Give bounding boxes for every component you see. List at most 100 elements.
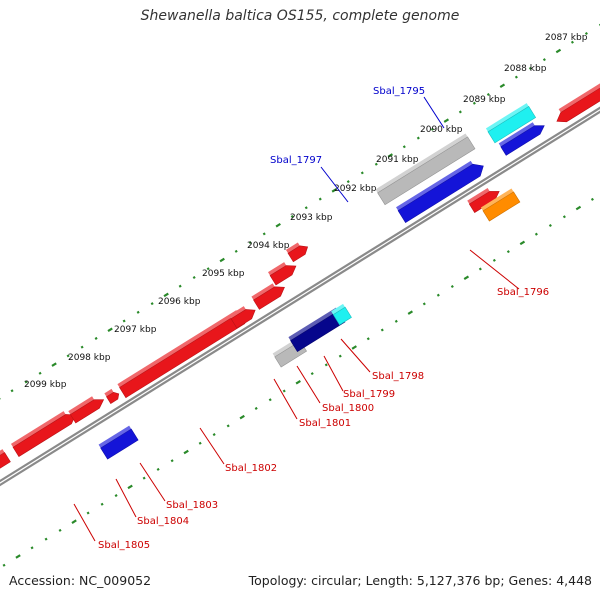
track-dot: [72, 520, 76, 523]
track-dot: [137, 312, 139, 313]
gene-label-text: Sbal_1805: [98, 540, 150, 551]
label-leader-line: [324, 356, 343, 391]
track-dot: [576, 207, 580, 210]
track-dot: [403, 146, 405, 147]
track-dot: [556, 50, 560, 53]
label-leader-line: [341, 339, 370, 372]
gene-label-sbal-1802: Sbal_1802: [200, 428, 277, 474]
track-dot: [361, 172, 363, 173]
track-dot: [184, 451, 188, 454]
gene-red-outer-2: [11, 411, 75, 456]
genome-summary-text: Topology: circular; Length: 5,127,376 bp…: [249, 573, 592, 588]
track-dot: [227, 425, 229, 426]
track-dot: [255, 408, 257, 409]
gene-labels: Sbal_1795 Sbal_1797 Sbal_1796 Sbal_1798 Sbal…: [74, 86, 549, 551]
outer-dot-track: [0, 15, 600, 444]
label-leader-line: [424, 97, 444, 128]
gene-label-text: Sbal_1800: [322, 403, 374, 414]
track-dot: [347, 181, 349, 182]
track-dot: [493, 260, 495, 261]
track-dot: [549, 225, 551, 226]
track-dot: [269, 399, 271, 400]
gene-label-sbal-1798: Sbal_1798: [341, 339, 424, 382]
track-dot: [115, 495, 117, 496]
gene-label-text: Sbal_1795: [373, 86, 425, 97]
track-dot: [235, 251, 237, 252]
gene-sbal-1804: [99, 426, 139, 459]
track-dot: [296, 381, 300, 384]
label-leader-line: [297, 366, 320, 403]
track-dot: [520, 242, 524, 245]
track-dot: [563, 216, 565, 217]
track-dot: [87, 512, 89, 513]
gene-label-text: Sbal_1797: [270, 155, 322, 166]
gene-red-outer-6: [251, 283, 284, 309]
gene-label-text: Sbal_1801: [299, 418, 351, 429]
track-dot: [479, 268, 481, 269]
track-dot: [444, 119, 448, 122]
kbp-tick-label: 2096 kbp: [158, 297, 201, 307]
track-dot: [437, 295, 439, 296]
gene-label-text: Sbal_1804: [137, 516, 189, 527]
track-dot: [417, 137, 419, 138]
gene-label-sbal-1795: Sbal_1795: [373, 86, 444, 128]
track-dot: [39, 373, 41, 374]
track-dot: [319, 198, 321, 199]
kbp-tick-label: 2091 kbp: [376, 155, 419, 165]
track-dot: [381, 329, 383, 330]
track-dot: [164, 294, 168, 297]
gene-front-face: [13, 414, 75, 456]
track-dot: [45, 539, 47, 540]
track-dot: [423, 303, 425, 304]
track-dot: [193, 277, 195, 278]
track-dot: [464, 276, 468, 279]
track-dot: [500, 84, 504, 87]
track-dot: [325, 364, 327, 365]
accession-text: Accession: NC_009052: [9, 573, 151, 588]
track-dot: [123, 320, 125, 321]
kbp-tick-label: 2087 kbp: [545, 33, 588, 43]
track-dot: [305, 207, 307, 208]
track-dot: [143, 478, 145, 479]
gene-sbal-1802: [117, 310, 248, 398]
track-dot: [220, 259, 224, 262]
track-dot: [283, 390, 285, 391]
gene-label-sbal-1803: Sbal_1803: [140, 463, 218, 511]
track-dot: [515, 77, 517, 78]
gene-label-text: Sbal_1803: [166, 500, 218, 511]
kbp-tick-label: 2097 kbp: [114, 325, 157, 335]
label-leader-line: [200, 428, 224, 464]
gene-label-text: Sbal_1798: [372, 371, 424, 382]
track-dot: [276, 224, 280, 227]
label-leader-line: [116, 479, 136, 517]
track-dot: [157, 469, 159, 470]
track-dot: [543, 59, 545, 60]
kbp-tick-label: 2094 kbp: [247, 241, 290, 251]
track-dot: [101, 504, 103, 505]
label-leader-line: [140, 463, 165, 501]
track-dot: [151, 303, 153, 304]
gene-label-text: Sbal_1802: [225, 463, 277, 474]
kbp-tick-label: 2095 kbp: [202, 269, 245, 279]
kbp-tick-label: 2089 kbp: [463, 95, 506, 105]
track-dot: [59, 530, 61, 531]
track-dot: [311, 373, 313, 374]
gene-label-sbal-1805: Sbal_1805: [74, 504, 150, 551]
track-dot: [11, 390, 13, 391]
track-dot: [16, 555, 20, 558]
kbp-tick-label: 2098 kbp: [68, 353, 111, 363]
gene-label-text: Sbal_1796: [497, 287, 549, 298]
track-dot: [591, 199, 593, 200]
track-dot: [213, 434, 215, 435]
gene-red-outer-4: [104, 389, 118, 404]
track-dot: [95, 338, 97, 339]
track-dot: [240, 416, 244, 419]
kbp-tick-label: 2090 kbp: [420, 125, 463, 135]
gene-label-text: Sbal_1799: [343, 389, 395, 400]
label-leader-line: [470, 250, 519, 289]
gene-front-face: [270, 266, 296, 285]
label-leader-line: [274, 379, 297, 419]
gene-label-sbal-1796: Sbal_1796: [470, 250, 549, 298]
track-dot: [395, 321, 397, 322]
